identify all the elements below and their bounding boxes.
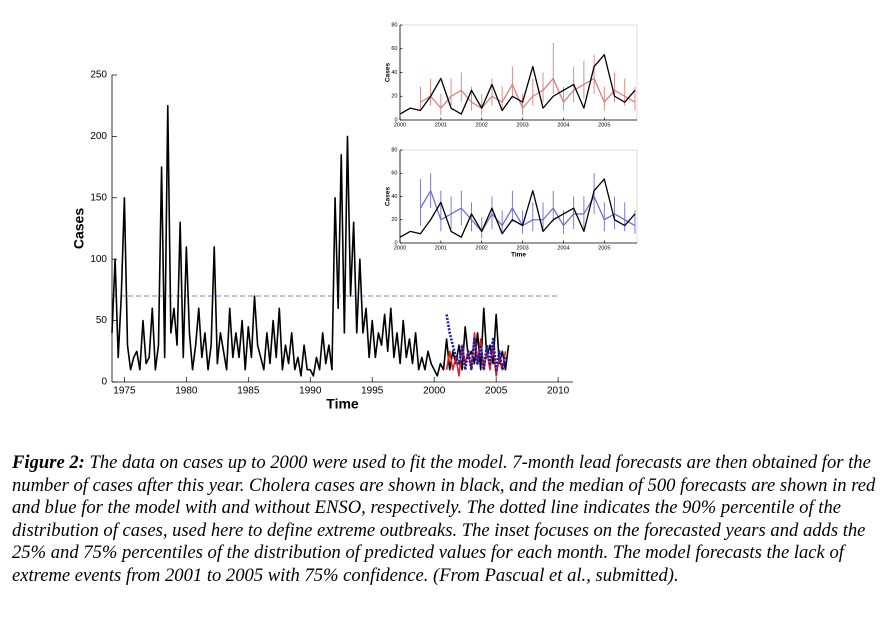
series-line — [420, 77, 636, 109]
x-tick-label: 2003 — [516, 245, 528, 251]
x-tick-label: 1985 — [237, 386, 260, 397]
y-tick-label: 40 — [391, 70, 397, 76]
plot-area — [399, 149, 638, 244]
x-axis-label: Time — [326, 396, 359, 412]
y-tick-label: 100 — [90, 254, 107, 265]
y-tick-label: 80 — [391, 147, 397, 153]
x-tick-label: 2005 — [485, 386, 508, 397]
y-tick-label: 150 — [90, 192, 107, 203]
x-tick-label: 2001 — [435, 245, 447, 251]
y-tick-label: 0 — [394, 117, 397, 123]
y-tick-label: 50 — [96, 315, 108, 326]
plot-area — [399, 24, 638, 121]
x-tick-label: 2005 — [598, 245, 610, 251]
x-tick-label: 2000 — [423, 386, 446, 397]
series-line — [399, 178, 636, 238]
series-line — [111, 104, 510, 377]
y-axis-label: Cases — [385, 63, 392, 83]
y-tick-label: 0 — [101, 377, 107, 388]
x-tick-label: 2004 — [557, 122, 569, 128]
x-tick-label: 1990 — [299, 386, 322, 397]
series-line — [399, 54, 636, 115]
x-tick-label: 2010 — [547, 386, 570, 397]
y-axis-label: Cases — [385, 187, 392, 207]
x-tick-label: 2000 — [394, 122, 406, 128]
caption-label: Figure 2: — [12, 452, 85, 473]
x-tick-label: 2004 — [557, 245, 569, 251]
y-tick-label: 0 — [394, 240, 397, 246]
y-tick-label: 80 — [391, 22, 397, 28]
series-line — [419, 190, 636, 233]
x-tick-label: 1975 — [113, 386, 136, 397]
x-tick-label: 1980 — [175, 386, 198, 397]
x-axis-label: Time — [511, 252, 526, 259]
y-tick-label: 200 — [90, 131, 107, 142]
x-tick-label: 2002 — [476, 122, 488, 128]
y-tick-label: 60 — [391, 46, 397, 52]
y-tick-label: 20 — [391, 217, 397, 223]
y-tick-label: 250 — [90, 70, 107, 81]
y-tick-label: 20 — [391, 94, 397, 100]
x-tick-label: 2001 — [435, 122, 447, 128]
x-tick-label: 2000 — [394, 245, 406, 251]
x-tick-label: 2005 — [598, 122, 610, 128]
x-tick-label: 2003 — [516, 122, 528, 128]
caption-text: The data on cases up to 2000 were used t… — [12, 452, 876, 586]
caption: Figure 2: The data on cases up to 2000 w… — [12, 452, 878, 588]
y-tick-label: 60 — [391, 171, 397, 177]
y-tick-label: 40 — [391, 194, 397, 200]
x-tick-label: 1995 — [361, 386, 384, 397]
y-axis-label: Cases — [71, 208, 87, 249]
x-tick-label: 2002 — [476, 245, 488, 251]
